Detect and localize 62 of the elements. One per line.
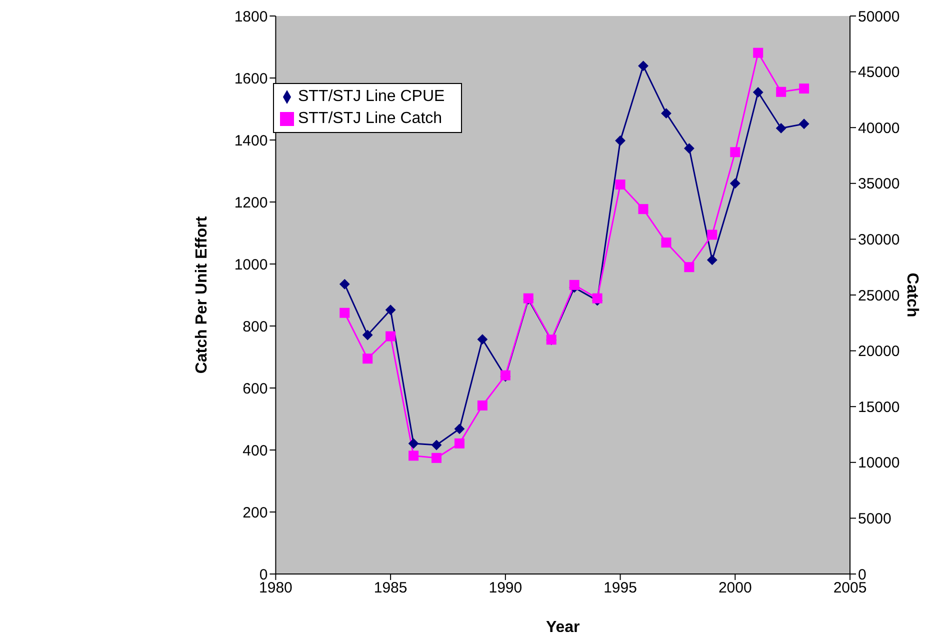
point xyxy=(340,308,350,318)
point xyxy=(592,293,602,304)
y2-tick-label: 25000 xyxy=(858,287,900,304)
y2-tick-label: 45000 xyxy=(858,64,900,82)
y2-tick-label: 10000 xyxy=(858,454,900,472)
y2-tick-label: 30000 xyxy=(858,232,900,249)
y2-tick-label: 35000 xyxy=(858,176,900,193)
point xyxy=(362,354,373,364)
x-axis-title: Year xyxy=(546,619,580,636)
point xyxy=(684,143,694,154)
y-tick-label: 1600 xyxy=(234,70,268,88)
y2-axis-title: Catch xyxy=(903,272,920,318)
y-axis-title: Catch Per Unit Effort xyxy=(193,216,210,374)
point xyxy=(362,330,373,340)
point xyxy=(684,262,694,272)
point xyxy=(386,304,396,315)
x-tick-label: 1990 xyxy=(488,580,522,597)
point xyxy=(340,279,350,290)
x-tick-label: 1995 xyxy=(604,580,637,597)
point xyxy=(477,334,488,344)
point xyxy=(432,440,442,450)
point xyxy=(753,87,764,98)
point xyxy=(615,180,626,190)
point xyxy=(615,136,626,146)
y-tick-label: 1800 xyxy=(234,8,268,26)
point xyxy=(776,86,786,97)
y2-tick-label: 20000 xyxy=(858,343,900,360)
y-tick-label: 1400 xyxy=(234,132,268,150)
point xyxy=(569,280,580,290)
point xyxy=(408,450,419,461)
point xyxy=(799,118,810,129)
y2-tick-label: 5000 xyxy=(858,510,892,528)
point xyxy=(661,238,672,248)
point xyxy=(799,84,810,94)
y2-tick-label: 40000 xyxy=(858,120,900,137)
point xyxy=(454,438,464,448)
point xyxy=(477,400,488,410)
point xyxy=(753,48,764,58)
y-tick-label: 400 xyxy=(242,442,268,460)
y-tick-label: 200 xyxy=(242,504,268,522)
y-tick-label: 600 xyxy=(242,380,268,398)
point xyxy=(454,424,464,434)
point xyxy=(386,331,396,342)
point xyxy=(730,147,740,158)
x-tick-label: 1985 xyxy=(374,580,408,597)
point xyxy=(730,178,740,188)
point xyxy=(776,123,786,134)
point xyxy=(638,204,648,214)
x-tick-label: 2000 xyxy=(718,580,752,597)
point xyxy=(661,108,672,118)
legend-label: STT/STJ Line Catch xyxy=(298,110,442,127)
legend-label: STT/STJ Line CPUE xyxy=(298,88,445,105)
y-tick-label: 1000 xyxy=(234,256,268,274)
point xyxy=(408,438,419,448)
y-tick-label: 800 xyxy=(242,318,268,336)
y2-tick-label: 50000 xyxy=(858,8,900,26)
point xyxy=(638,60,648,71)
point xyxy=(707,254,718,265)
point xyxy=(432,452,442,463)
point xyxy=(707,230,718,240)
y2-tick-label: 15000 xyxy=(858,398,900,416)
y-tick-label: 1200 xyxy=(234,194,268,212)
